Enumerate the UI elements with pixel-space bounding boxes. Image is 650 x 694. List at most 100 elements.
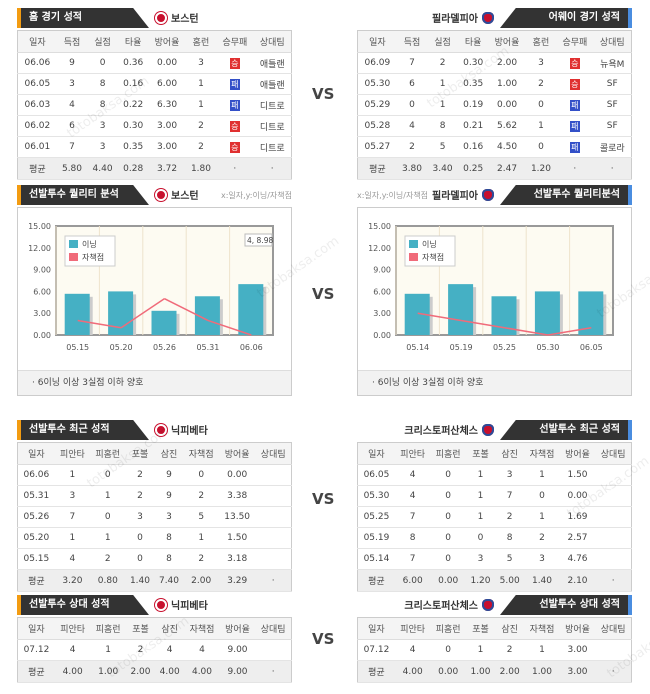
- table-cell: 1: [525, 115, 557, 137]
- section-title-tab: 선발투수 퀄리티분석: [500, 185, 632, 205]
- column-header: 승무패: [216, 30, 254, 53]
- table-cell: SF: [593, 94, 632, 116]
- table-cell: 05.30: [357, 485, 395, 507]
- table-cell: 4: [394, 639, 431, 661]
- table-cell: 3: [125, 506, 155, 528]
- column-header: 자책점: [524, 617, 560, 640]
- team-label[interactable]: 닉피베타: [155, 422, 208, 437]
- team-name: 닉피베타: [171, 426, 208, 437]
- table-cell: 5: [183, 506, 219, 528]
- column-header: 득점: [396, 30, 428, 53]
- table-row: 06.05 3 8 0.16 6.00 1 패 애틀랜: [17, 73, 292, 95]
- table-cell: 8: [154, 527, 184, 549]
- legend-label: 이닝: [422, 239, 437, 249]
- table-cell: 7: [495, 485, 525, 507]
- away-panel: 어웨이 경기 성적 필라델피아 일자 득점 실점 타율 방어율 홈런 승무패 상대팀 06.09 7 2…: [357, 8, 632, 180]
- table-row: 07.12 4 0 1 2 1 3.00: [357, 639, 632, 661]
- table-cell: 1: [465, 639, 496, 661]
- average-cell: 3.80: [396, 157, 428, 180]
- section-title-tab: 선발투수 최근 성적: [17, 420, 149, 440]
- table-cell: 2: [396, 136, 428, 158]
- table-cell: 4: [394, 464, 431, 486]
- table-cell: 2: [495, 506, 525, 528]
- table-cell: 05.27: [357, 136, 397, 158]
- vs-right-panel: 선발투수 상대 성적 크리스토퍼산체스 일자 피안타 피홈런 포볼 삼진 자책점 방어율 상대팀 0…: [357, 595, 632, 683]
- column-header: 피안타: [394, 617, 431, 640]
- average-cell: 평균: [357, 157, 397, 180]
- team-label[interactable]: 보스턴: [155, 10, 199, 25]
- team-label[interactable]: 크리스토퍼산체스: [404, 422, 494, 437]
- team-name: 필라델피아: [432, 191, 478, 202]
- bar-innings: [108, 291, 134, 335]
- table-cell: 4.50: [488, 136, 526, 158]
- column-header: 일자: [17, 617, 55, 640]
- section-header: 선발투수 상대 성적 크리스토퍼산체스: [357, 595, 632, 617]
- table-cell: [595, 639, 632, 661]
- average-cell: 3.00: [559, 660, 596, 683]
- stats-table: 일자 득점 실점 타율 방어율 홈런 승무패 상대팀 06.06 9 0 0.36 0.00 3 승 애틀랜 0…: [17, 30, 292, 180]
- legend-label: 자책점: [82, 252, 104, 262]
- team-label[interactable]: 보스턴: [155, 187, 199, 202]
- table-cell: 05.19: [357, 527, 395, 549]
- result-badge: 패: [229, 78, 240, 90]
- average-cell: 1.40: [125, 569, 155, 592]
- table-cell: 1: [524, 464, 560, 486]
- table-cell: 패: [556, 136, 594, 158]
- column-header: 자책점: [524, 442, 560, 465]
- table-cell: 9: [154, 464, 184, 486]
- y-tick-label: 3.00: [33, 309, 51, 318]
- table-row: 05.30 6 1 0.35 1.00 2 승 SF: [357, 73, 632, 95]
- team-label[interactable]: 필라델피아: [432, 187, 494, 202]
- table-row: 05.31 3 1 2 9 2 3.38: [17, 485, 292, 507]
- table-cell: 1: [54, 527, 91, 549]
- table-row: 06.06 9 0 0.36 0.00 3 승 애틀랜: [17, 52, 292, 74]
- column-header: 상대팀: [595, 442, 632, 465]
- column-header: 일자: [357, 617, 395, 640]
- table-cell: 승: [216, 136, 254, 158]
- column-header: 포볼: [465, 442, 496, 465]
- table-cell: 3: [87, 115, 118, 137]
- team-label[interactable]: 크리스토퍼산체스: [404, 597, 494, 612]
- table-cell: [595, 464, 632, 486]
- average-cell: ·: [255, 569, 292, 592]
- team-label[interactable]: 필라델피아: [432, 10, 494, 25]
- stats-table: 일자 피안타 피홈런 포볼 삼진 자책점 방어율 상대팀 06.06 1 0 2 9 0 0.00 05.31…: [17, 442, 292, 592]
- table-cell: 8: [87, 94, 118, 116]
- table-header-row: 일자 득점 실점 타율 방어율 홈런 승무패 상대팀: [17, 30, 292, 53]
- table-cell: 9.00: [219, 639, 256, 661]
- section-title-tab: 선발투수 상대 성적: [500, 595, 632, 615]
- average-cell: 1.20: [465, 569, 496, 592]
- table-cell: 디트로: [253, 115, 292, 137]
- average-row: 평균 3.80 3.40 0.25 2.47 1.20 · ·: [357, 157, 632, 180]
- column-header: 삼진: [155, 617, 185, 640]
- average-cell: 0.25: [457, 157, 489, 180]
- average-cell: 1.40: [524, 569, 560, 592]
- column-header: 피홈런: [430, 617, 466, 640]
- table-cell: 0.30: [117, 115, 149, 137]
- table-cell: 0: [430, 527, 466, 549]
- x-tick-label: 05.14: [406, 343, 429, 352]
- table-row: 05.29 0 1 0.19 0.00 0 패 SF: [357, 94, 632, 116]
- table-cell: 0: [430, 548, 466, 570]
- table-cell: 3.38: [218, 485, 256, 507]
- column-header: 방어율: [488, 30, 526, 53]
- table-cell: 0: [430, 485, 466, 507]
- y-tick-label: 3.00: [373, 309, 391, 318]
- stats-table: 일자 피안타 피홈런 포볼 삼진 자책점 방어율 상대팀 06.05 4 0 1 3 1 1.50 05.30…: [357, 442, 632, 592]
- table-cell: [255, 485, 292, 507]
- average-cell: 0.00: [430, 569, 466, 592]
- column-header: 피홈런: [90, 442, 126, 465]
- table-cell: 8: [87, 73, 118, 95]
- x-tick-label: 05.20: [110, 343, 133, 352]
- chart-box: 0.00 3.00 6.00 9.00 12.00 15.00 05.15 05.20 05.2…: [17, 207, 292, 396]
- table-cell: 0: [430, 639, 466, 661]
- column-header: 상대팀: [255, 442, 292, 465]
- team-label[interactable]: 닉피베타: [155, 597, 208, 612]
- phillies-logo-icon: [482, 188, 494, 201]
- table-cell: 4: [394, 485, 431, 507]
- average-cell: 1.00: [90, 660, 126, 683]
- y-tick-label: 12.00: [28, 244, 51, 253]
- average-cell: ·: [556, 157, 594, 180]
- table-cell: 6: [56, 115, 88, 137]
- table-header-row: 일자 피안타 피홈런 포볼 삼진 자책점 방어율 상대팀: [17, 617, 292, 640]
